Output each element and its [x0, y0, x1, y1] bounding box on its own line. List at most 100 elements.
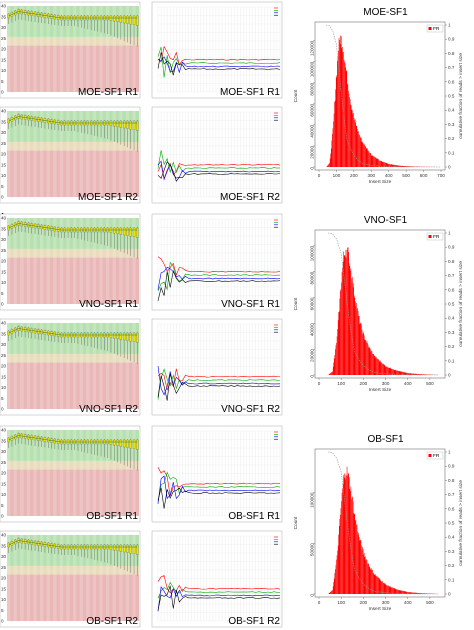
histogram-bar: [358, 131, 359, 167]
y2-tick-label: 0.4: [448, 108, 455, 113]
content-plot: VNO-SF1 R1: [151, 213, 283, 311]
x-axis-label: Insert Size: [369, 387, 392, 393]
quality-box: [109, 332, 113, 338]
position-stripe: [92, 323, 97, 409]
position-stripe: [112, 430, 116, 516]
quality-box: [122, 120, 126, 129]
position-stripe: [66, 218, 70, 304]
histogram-bar: [405, 166, 407, 167]
histogram-bar: [361, 545, 362, 594]
y-tick-label: 30: [1, 25, 7, 30]
position-stripe: [106, 218, 110, 304]
histogram-bar: [414, 373, 416, 375]
histogram-bar: [421, 593, 422, 594]
histogram-bar: [369, 566, 371, 594]
position-stripe: [79, 218, 83, 304]
y-tick-label: 30: [1, 130, 7, 135]
position-stripe: [73, 323, 77, 409]
histogram-bar: [402, 371, 403, 375]
position-stripe: [79, 323, 83, 409]
histogram-bar: [398, 589, 399, 594]
histogram-bar: [371, 350, 372, 375]
histogram-bar: [329, 592, 331, 594]
x-tick-label: 700: [437, 173, 445, 178]
histogram-bar: [371, 155, 373, 167]
y-tick-label: 5: [1, 79, 4, 84]
histogram-bar: [391, 587, 393, 594]
histogram-bar: [359, 540, 361, 594]
histogram-bar: [426, 374, 427, 375]
quality-plot: 40 35 30 25 20 15 10 5 0 VNO-SF1 R2: [0, 318, 141, 416]
histogram-bar: [404, 591, 405, 594]
histogram-bar: [379, 160, 380, 167]
cumulative-fraction-line: [327, 232, 439, 376]
histogram-bar: [348, 265, 350, 375]
poor-quality-band: [7, 362, 139, 409]
histogram-bar: [391, 368, 392, 375]
histogram-bar: [406, 372, 408, 375]
histogram-bar: [381, 581, 383, 594]
histogram-bar: [336, 555, 338, 594]
histogram-bar: [360, 322, 362, 375]
histogram-bar: [395, 165, 396, 167]
histogram-bar: [405, 166, 406, 167]
histogram-bar: [396, 370, 398, 375]
quality-box: [122, 544, 126, 553]
histogram-bar: [393, 369, 394, 375]
content-plot-label: VNO-SF1 R1: [221, 299, 280, 310]
histogram-bar: [421, 374, 422, 375]
position-stripe: [13, 218, 17, 304]
position-stripe: [73, 218, 77, 304]
histogram-bar: [356, 309, 358, 375]
histogram-bar: [331, 590, 333, 594]
histogram-bar: [352, 110, 353, 167]
histogram-bar: [367, 563, 369, 594]
content-plot: VNO-SF1 R2: [151, 318, 283, 416]
y2-tick-label: 0.6: [448, 287, 455, 292]
histogram-bar: [359, 136, 361, 167]
histogram-bar: [402, 590, 403, 594]
histogram-bar: [362, 331, 364, 375]
histogram-bar: [354, 513, 356, 594]
histogram-bar: [339, 298, 341, 375]
y-tick-label: 35: [1, 226, 7, 231]
histogram-bar: [394, 588, 396, 594]
y2-tick-label: 0.3: [448, 330, 455, 335]
quality-box: [129, 544, 132, 554]
histogram-bar: [366, 559, 367, 594]
position-stripe: [125, 323, 130, 409]
histogram-bar: [334, 101, 335, 167]
figure-row-c: c4035302520151050OB-SF1 R140353025201510…: [0, 424, 464, 628]
histogram-bar: [331, 372, 332, 375]
y2-tick-label: 1: [448, 23, 451, 28]
y-tick-label: 25: [1, 248, 7, 253]
figure-row-b: b4035302520151050VNO-SF1 R14035302520151…: [0, 212, 464, 416]
histogram-bar: [389, 164, 390, 167]
base-content-line: [157, 487, 281, 509]
y-tick-label: 20: [1, 364, 7, 369]
histogram-bar: [340, 508, 342, 594]
histogram-bar: [364, 557, 366, 594]
medium-quality-band: [7, 460, 139, 470]
x-tick-label: 0: [318, 600, 321, 605]
histogram-bar: [409, 373, 410, 375]
histogram-bar: [413, 592, 415, 594]
histogram-bar: [406, 166, 407, 167]
y2-tick-label: 0.4: [448, 316, 455, 321]
position-stripe: [119, 6, 123, 92]
y-tick-label: 30: [1, 237, 7, 242]
histogram-bar: [377, 359, 379, 375]
y-tick-label: 10: [1, 68, 7, 73]
histogram-bar: [328, 164, 329, 167]
histogram-bar: [375, 157, 376, 167]
position-stripe: [73, 535, 77, 621]
histogram-bar: [411, 373, 413, 375]
histogram-bar: [350, 486, 352, 594]
histogram-bar: [414, 373, 415, 375]
histogram-bar: [334, 354, 336, 375]
histogram-bar: [383, 364, 385, 375]
histogram-bar: [333, 121, 334, 167]
histogram-bar: [389, 367, 391, 375]
histogram-bar: [413, 373, 415, 375]
